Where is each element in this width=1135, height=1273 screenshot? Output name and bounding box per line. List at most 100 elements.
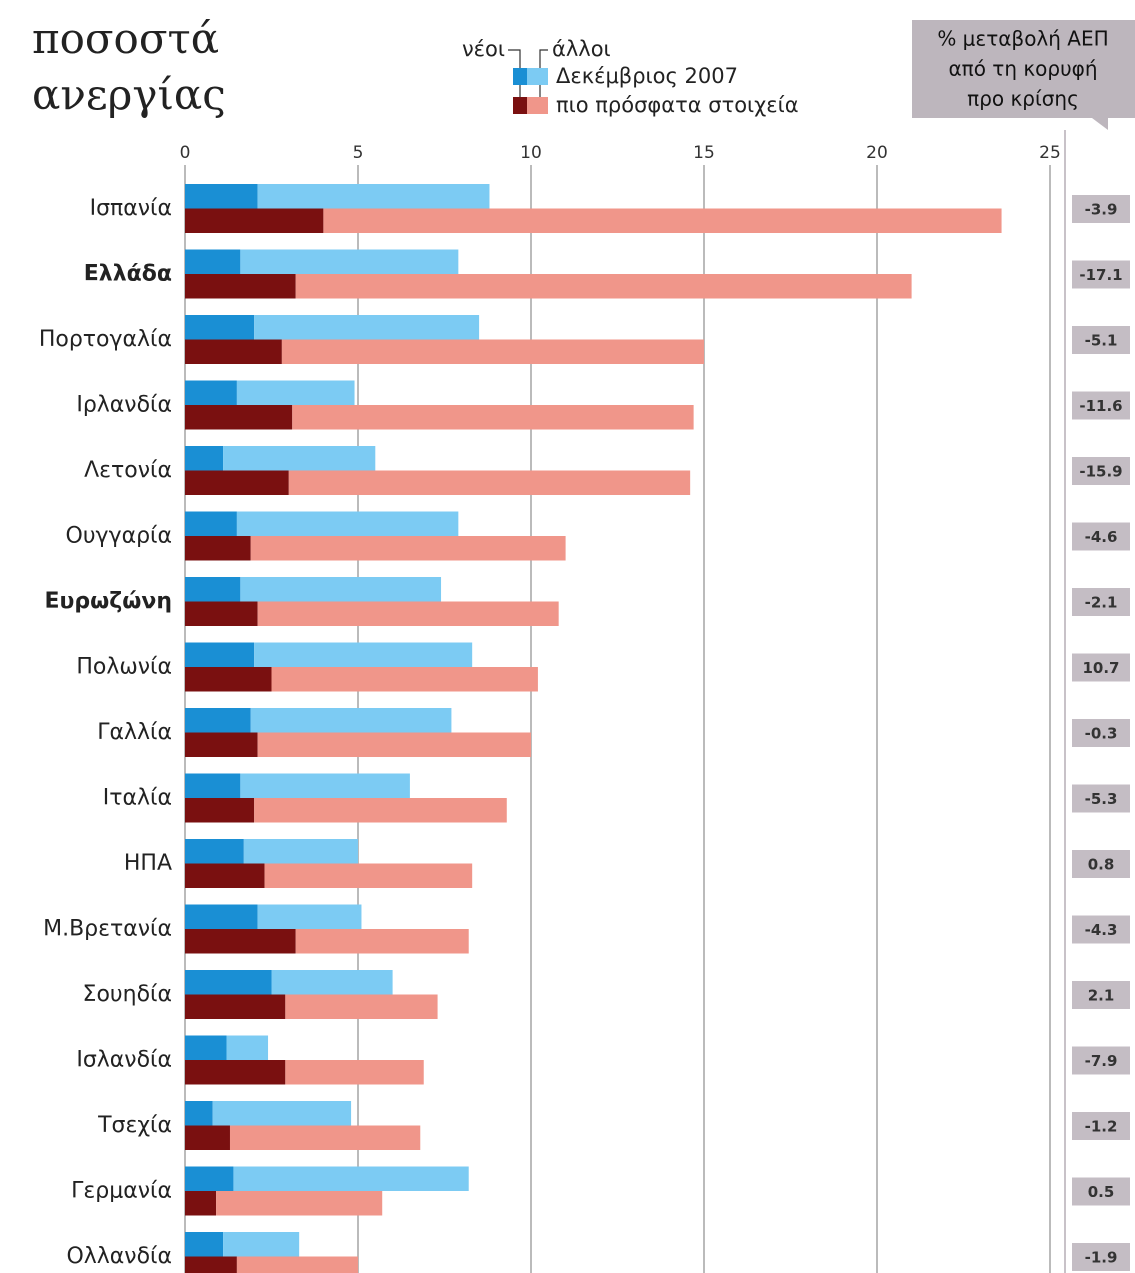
bar-young <box>185 1232 224 1257</box>
category-label: ΗΠΑ <box>124 851 172 876</box>
bar-young <box>185 642 255 667</box>
bar-others <box>285 1060 424 1085</box>
gdp-value: 0.5 <box>1088 1183 1115 1201</box>
bar-young <box>185 970 272 995</box>
gdp-value: -17.1 <box>1079 266 1122 284</box>
gdp-box <box>1072 850 1130 878</box>
bar-young <box>185 249 241 274</box>
gdp-box <box>1072 784 1130 813</box>
bar-others <box>257 601 559 626</box>
bar-young <box>185 732 258 757</box>
bar-others <box>288 470 691 495</box>
bar-young <box>185 798 255 823</box>
bar-others <box>226 1035 269 1060</box>
gdp-box <box>1072 1112 1130 1140</box>
gdp-value: -1.9 <box>1085 1249 1118 1267</box>
x-tick-label: 20 <box>866 143 888 163</box>
chart-title: ανεργίας <box>32 70 226 119</box>
bar-others <box>295 274 912 299</box>
gdp-header-box <box>912 20 1135 118</box>
bar-young <box>185 601 258 626</box>
gdp-value: -5.3 <box>1085 790 1118 808</box>
bar-others <box>292 405 694 430</box>
bar-young <box>185 1060 286 1085</box>
bar-young <box>185 1125 230 1150</box>
gdp-value: -15.9 <box>1079 463 1122 481</box>
bar-young <box>185 839 244 864</box>
bar-others <box>240 577 442 602</box>
category-label: Ιταλία <box>103 786 172 811</box>
bar-others <box>250 536 566 561</box>
bar-others <box>295 929 469 954</box>
category-label: Πολωνία <box>76 655 172 680</box>
bar-others <box>264 863 473 888</box>
bar-others <box>236 1256 358 1273</box>
gdp-value: -11.6 <box>1079 397 1122 415</box>
gdp-box <box>1072 457 1130 485</box>
gdp-value: -4.3 <box>1085 921 1118 939</box>
gdp-value: 2.1 <box>1088 987 1115 1005</box>
bar-others <box>236 380 355 405</box>
bar-young <box>185 184 258 209</box>
bar-others <box>323 208 1002 233</box>
bar-young <box>185 577 241 602</box>
gdp-value: -3.9 <box>1085 201 1118 219</box>
gdp-box <box>1072 1046 1130 1075</box>
bar-others <box>233 1166 469 1191</box>
bar-others <box>254 315 480 340</box>
bar-young <box>185 929 296 954</box>
gdp-pointer <box>1092 118 1108 130</box>
gdp-value: -1.2 <box>1085 1118 1118 1136</box>
bar-others <box>223 1232 300 1257</box>
bar-young <box>185 1166 234 1191</box>
gdp-header: % μεταβολή ΑΕΠ <box>937 27 1108 51</box>
bar-young <box>185 380 237 405</box>
category-label: Σουηδία <box>83 982 172 1007</box>
bar-young <box>185 1035 227 1060</box>
gdp-box <box>1072 653 1130 682</box>
bar-others <box>281 339 704 364</box>
gdp-value: -0.3 <box>1085 725 1118 743</box>
category-label: Ολλανδία <box>66 1244 172 1269</box>
x-tick-label: 10 <box>520 143 542 163</box>
bar-young <box>185 511 237 536</box>
bar-young <box>185 994 286 1019</box>
category-label: Ιρλανδία <box>76 393 172 418</box>
bar-young <box>185 667 272 692</box>
chart-title: ποσοστά <box>32 14 219 63</box>
bar-others <box>254 642 473 667</box>
category-label: Ελλάδα <box>84 262 172 287</box>
bar-young <box>185 1101 213 1126</box>
bar-young <box>185 405 293 430</box>
x-tick-label: 5 <box>353 143 364 163</box>
legend-label: άλλοι <box>552 37 611 61</box>
legend-bracket <box>508 49 548 110</box>
bar-young <box>185 1191 217 1216</box>
bar-others <box>243 839 358 864</box>
gdp-value: -2.1 <box>1085 594 1118 612</box>
gdp-box <box>1072 195 1130 223</box>
bar-young <box>185 773 241 798</box>
x-tick-label: 15 <box>693 143 715 163</box>
gdp-box <box>1072 260 1130 289</box>
bar-others <box>257 184 490 209</box>
category-label: Ουγγαρία <box>66 524 173 549</box>
category-label: Ισλανδία <box>76 1048 172 1073</box>
x-tick-label: 25 <box>1039 143 1061 163</box>
gdp-value: -7.9 <box>1085 1052 1118 1070</box>
gdp-box <box>1072 1243 1130 1271</box>
bar-others <box>271 970 393 995</box>
bar-others <box>254 798 507 823</box>
bar-others <box>250 708 452 733</box>
bar-young <box>185 536 251 561</box>
category-label: Πορτογαλία <box>39 327 172 352</box>
bar-others <box>257 904 362 929</box>
gdp-header: προ κρίσης <box>967 87 1079 111</box>
category-label: Ευρωζώνη <box>44 589 172 614</box>
bar-young <box>185 1256 237 1273</box>
bar-others <box>223 446 376 471</box>
bar-young <box>185 863 265 888</box>
legend-swatch <box>513 68 527 85</box>
gdp-header: από τη κορυφή <box>948 57 1097 81</box>
